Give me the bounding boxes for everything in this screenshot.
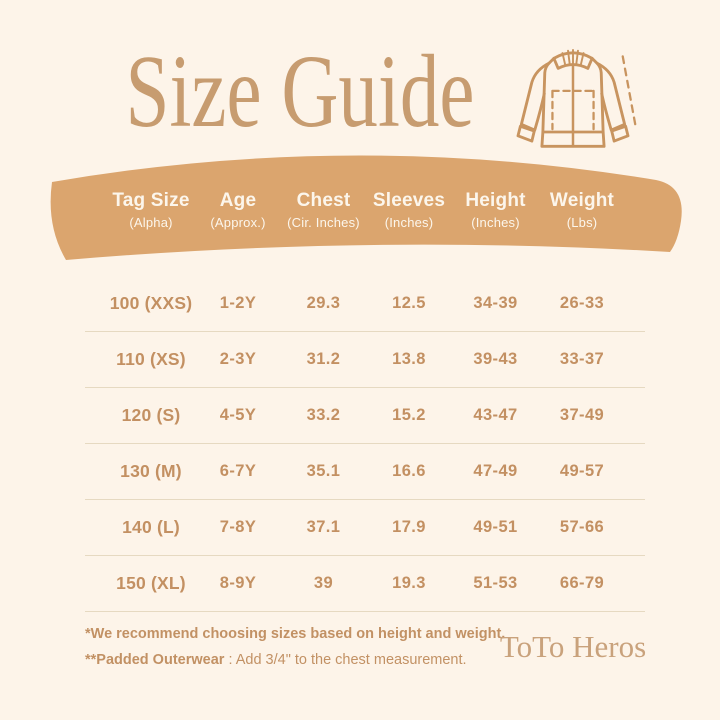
age-value: 2-3Y — [219, 350, 257, 368]
footer-notes: *We recommend choosing sizes based on he… — [85, 625, 505, 669]
age-value: 7-8Y — [219, 518, 257, 536]
sleeves-value: 16.6 — [392, 462, 426, 480]
tag-size-value: 120 (S) — [121, 405, 181, 425]
size-table: 100 (XXS) 1-2Y 29.3 12.5 34-39 26-33 110… — [85, 276, 645, 612]
height-value: 51-53 — [473, 574, 518, 592]
chest-value: 39 — [313, 574, 334, 592]
column-header-height: Height (Inches) — [465, 190, 526, 230]
footer-note-padded-outerwear: **Padded Outerwear : Add 3/4" to the che… — [85, 652, 467, 668]
height-value: 39-43 — [473, 350, 518, 368]
weight-value: 66-79 — [559, 574, 605, 592]
sleeves-value: 12.5 — [392, 294, 426, 312]
header-banner — [50, 155, 682, 260]
age-value: 4-5Y — [219, 406, 257, 424]
chest-value: 33.2 — [306, 406, 341, 424]
chest-value: 31.2 — [306, 350, 341, 368]
column-header-weight: Weight (Lbs) — [549, 190, 615, 230]
chest-value: 35.1 — [306, 462, 341, 480]
sleeves-value: 13.8 — [392, 350, 426, 368]
table-header-row: Tag Size (Alpha) Age (Approx.) Chest (Ci… — [85, 190, 645, 231]
footer-note-sizing: *We recommend choosing sizes based on he… — [85, 626, 506, 642]
tag-size-value: 100 (XXS) — [109, 293, 193, 313]
weight-value: 37-49 — [559, 406, 605, 424]
sleeves-value: 17.9 — [392, 518, 426, 536]
table-row-100-xxs: 100 (XXS) 1-2Y 29.3 12.5 34-39 26-33 — [85, 276, 645, 332]
tag-size-value: 110 (XS) — [116, 349, 186, 369]
height-value: 49-51 — [473, 518, 518, 536]
weight-value: 26-33 — [559, 294, 605, 312]
table-row-110-xs: 110 (XS) 2-3Y 31.2 13.8 39-43 33-37 — [85, 332, 645, 388]
height-value: 34-39 — [473, 294, 518, 312]
tag-size-value: 150 (XL) — [116, 573, 186, 593]
age-value: 8-9Y — [219, 574, 257, 592]
brand-logo: ToTo Heros — [499, 629, 647, 664]
weight-value: 57-66 — [559, 518, 605, 536]
height-value: 43-47 — [473, 406, 518, 424]
chest-value: 29.3 — [306, 294, 341, 312]
page-title: Size Guide — [125, 34, 475, 149]
table-row-120-s: 120 (S) 4-5Y 33.2 15.2 43-47 37-49 — [85, 388, 645, 444]
height-value: 47-49 — [473, 462, 518, 480]
column-header-tag-size: Tag Size (Alpha) — [112, 190, 190, 230]
column-header-sleeves: Sleeves (Inches) — [372, 190, 446, 230]
sleeves-value: 19.3 — [392, 574, 426, 592]
weight-value: 49-57 — [559, 462, 605, 480]
weight-value: 33-37 — [559, 350, 605, 368]
age-value: 6-7Y — [219, 462, 257, 480]
column-header-chest: Chest (Cir. Inches) — [287, 190, 360, 230]
table-row-130-m: 130 (M) 6-7Y 35.1 16.6 47-49 49-57 — [85, 444, 645, 500]
column-header-age: Age (Approx.) — [210, 190, 266, 230]
sleeves-value: 15.2 — [392, 406, 426, 424]
tag-size-value: 130 (M) — [120, 461, 182, 481]
table-row-140-l: 140 (L) 7-8Y 37.1 17.9 49-51 57-66 — [85, 500, 645, 556]
table-row-150-xl: 150 (XL) 8-9Y 39 19.3 51-53 66-79 — [85, 556, 645, 612]
chest-value: 37.1 — [306, 518, 341, 536]
jacket-icon — [516, 48, 638, 148]
age-value: 1-2Y — [219, 294, 257, 312]
tag-size-value: 140 (L) — [122, 517, 180, 537]
